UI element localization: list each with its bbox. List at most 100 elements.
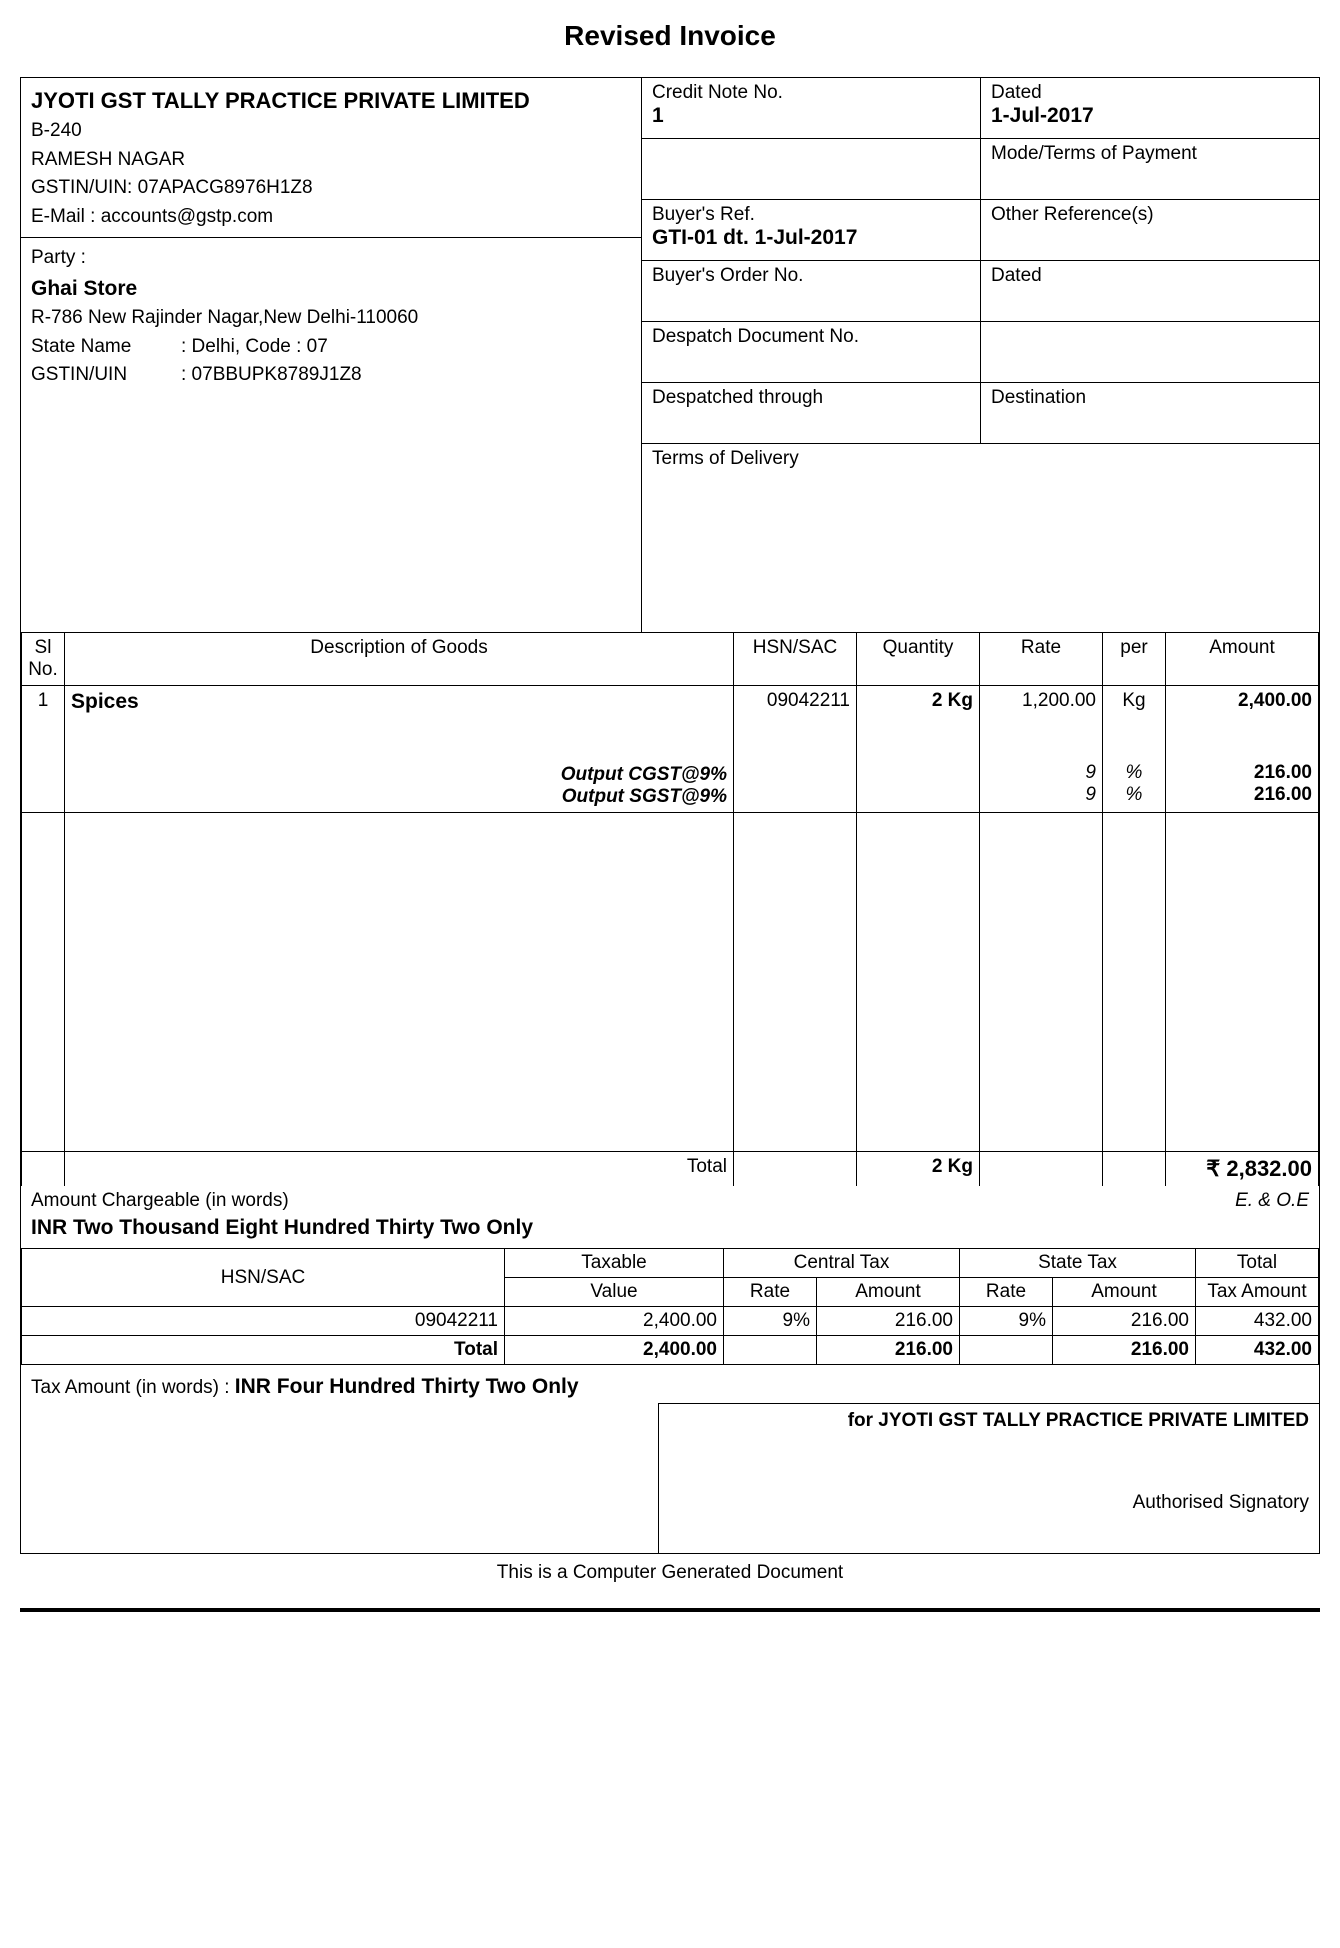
amount-words-box: Amount Chargeable (in words) E. & O.E IN…: [21, 1186, 1319, 1248]
tax-col-state: State Tax: [960, 1249, 1196, 1278]
party-box: Party : Ghai Store R-786 New Rajinder Na…: [21, 238, 641, 396]
company-gstin: GSTIN/UIN: 07APACG8976H1Z8: [31, 174, 631, 203]
footer-text: This is a Computer Generated Document: [20, 1554, 1320, 1604]
words-value: INR Two Thousand Eight Hundred Thirty Tw…: [31, 1216, 1309, 1240]
item-qty: 2 Kg: [857, 686, 980, 813]
header-section: JYOTI GST TALLY PRACTICE PRIVATE LIMITED…: [21, 78, 1319, 632]
tax-tot-samt: 216.00: [1053, 1336, 1196, 1365]
company-addr2: RAMESH NAGAR: [31, 146, 631, 175]
sig-for: for JYOTI GST TALLY PRACTICE PRIVATE LIM…: [669, 1410, 1309, 1432]
eoe-label: E. & O.E: [1235, 1190, 1309, 1212]
signature-blank: [21, 1403, 658, 1553]
tax-col-hsn: HSN/SAC: [22, 1249, 505, 1307]
credit-note-cell: Credit Note No. 1: [642, 78, 981, 138]
item-hsn: 09042211: [734, 686, 857, 813]
end-line: [20, 1608, 1320, 1612]
company-email: E-Mail : accounts@gstp.com: [31, 203, 631, 232]
invoice-page: Revised Invoice JYOTI GST TALLY PRACTICE…: [20, 20, 1320, 1612]
dated-cell: Dated 1-Jul-2017: [981, 78, 1319, 138]
mode-cell: Mode/Terms of Payment: [980, 139, 1319, 199]
tax-col-value: Value: [505, 1278, 724, 1307]
item-no: 1: [22, 686, 65, 813]
buyer-ref-cell: Buyer's Ref. GTI-01 dt. 1-Jul-2017: [642, 200, 981, 260]
tax-tot-total: 432.00: [1196, 1336, 1319, 1365]
sgst-amt: 216.00: [1172, 784, 1312, 806]
party-gstin: GSTIN/UIN: 07BBUPK8789J1Z8: [31, 361, 631, 390]
taxwords-label: Tax Amount (in words) :: [31, 1377, 235, 1398]
signature-section: for JYOTI GST TALLY PRACTICE PRIVATE LIM…: [21, 1403, 1319, 1553]
item-desc: Spices: [71, 690, 727, 714]
words-label: Amount Chargeable (in words): [31, 1190, 289, 1211]
tax-total: 432.00: [1196, 1307, 1319, 1336]
despatched-through-cell: Despatched through: [642, 383, 981, 443]
tax-col-taxable: Taxable: [505, 1249, 724, 1278]
item-amt: 2,400.00: [1172, 690, 1312, 712]
col-qty: Quantity: [857, 633, 980, 686]
party-label: Party :: [31, 244, 631, 273]
other-ref-cell: Other Reference(s): [981, 200, 1319, 260]
col-rate: Rate: [980, 633, 1103, 686]
total-amt: ₹ 2,832.00: [1166, 1152, 1319, 1187]
destination-cell: Destination: [981, 383, 1319, 443]
tax-hsn: 09042211: [22, 1307, 505, 1336]
header-left: JYOTI GST TALLY PRACTICE PRIVATE LIMITED…: [21, 78, 642, 632]
party-state: State Name: Delhi, Code : 07: [31, 333, 631, 362]
col-amt: Amount: [1166, 633, 1319, 686]
item-amt-cell: 2,400.00 216.00 216.00: [1166, 686, 1319, 813]
tax-taxable: 2,400.00: [505, 1307, 724, 1336]
col-per: per: [1103, 633, 1166, 686]
tax-words-box: Tax Amount (in words) : INR Four Hundred…: [21, 1365, 1319, 1403]
sig-auth: Authorised Signatory: [669, 1492, 1309, 1514]
item-rate: 1,200.00: [986, 690, 1096, 712]
tax-col-srate: Rate: [960, 1278, 1053, 1307]
cgst-rate: 9: [986, 762, 1096, 784]
total-label: Total: [65, 1152, 734, 1187]
tax-col-camt: Amount: [817, 1278, 960, 1307]
tax-tot-label: Total: [22, 1336, 505, 1365]
header-right: Credit Note No. 1 Dated 1-Jul-2017 Mode/…: [642, 78, 1319, 632]
tax-table: HSN/SAC Taxable Central Tax State Tax To…: [21, 1248, 1319, 1365]
sgst-rate: 9: [986, 784, 1096, 806]
signature-box: for JYOTI GST TALLY PRACTICE PRIVATE LIM…: [658, 1403, 1319, 1553]
page-title: Revised Invoice: [20, 20, 1320, 52]
item-per-cell: Kg % %: [1103, 686, 1166, 813]
filler-row: [22, 813, 1319, 1152]
order-dated-cell: Dated: [981, 261, 1319, 321]
tax-camt: 216.00: [817, 1307, 960, 1336]
tax-col-total: Total: [1196, 1249, 1319, 1278]
tax-col-central: Central Tax: [724, 1249, 960, 1278]
tax-col-taxamt: Tax Amount: [1196, 1278, 1319, 1307]
tax-data-row: 09042211 2,400.00 9% 216.00 9% 216.00 43…: [22, 1307, 1319, 1336]
items-header-row: Sl No. Description of Goods HSN/SAC Quan…: [22, 633, 1319, 686]
item-per: Kg: [1109, 690, 1159, 712]
sgst-label: Output SGST@9%: [71, 786, 727, 808]
tax-header-row-1: HSN/SAC Taxable Central Tax State Tax To…: [22, 1249, 1319, 1278]
blank-cell: [642, 139, 980, 199]
terms-cell: Terms of Delivery: [642, 444, 1319, 632]
col-desc: Description of Goods: [65, 633, 734, 686]
col-sl: Sl No.: [22, 633, 65, 686]
order-no-cell: Buyer's Order No.: [642, 261, 981, 321]
tax-srate: 9%: [960, 1307, 1053, 1336]
despatch-doc-cell: Despatch Document No.: [642, 322, 981, 382]
cgst-amt: 216.00: [1172, 762, 1312, 784]
cgst-label: Output CGST@9%: [71, 764, 727, 786]
tax-col-crate: Rate: [724, 1278, 817, 1307]
total-qty: 2 Kg: [857, 1152, 980, 1187]
tax-col-samt: Amount: [1053, 1278, 1196, 1307]
cgst-per: %: [1109, 762, 1159, 784]
tax-total-row: Total 2,400.00 216.00 216.00 432.00: [22, 1336, 1319, 1365]
company-addr1: B-240: [31, 117, 631, 146]
items-table: Sl No. Description of Goods HSN/SAC Quan…: [21, 632, 1319, 1186]
tax-crate: 9%: [724, 1307, 817, 1336]
company-box: JYOTI GST TALLY PRACTICE PRIVATE LIMITED…: [21, 78, 641, 238]
party-addr: R-786 New Rajinder Nagar,New Delhi-11006…: [31, 304, 631, 333]
despatch-doc-blank: [981, 322, 1319, 382]
tax-tot-camt: 216.00: [817, 1336, 960, 1365]
total-row: Total 2 Kg ₹ 2,832.00: [22, 1152, 1319, 1187]
party-name: Ghai Store: [31, 273, 631, 305]
company-name: JYOTI GST TALLY PRACTICE PRIVATE LIMITED: [31, 84, 631, 117]
sgst-per: %: [1109, 784, 1159, 806]
tax-samt: 216.00: [1053, 1307, 1196, 1336]
col-hsn: HSN/SAC: [734, 633, 857, 686]
